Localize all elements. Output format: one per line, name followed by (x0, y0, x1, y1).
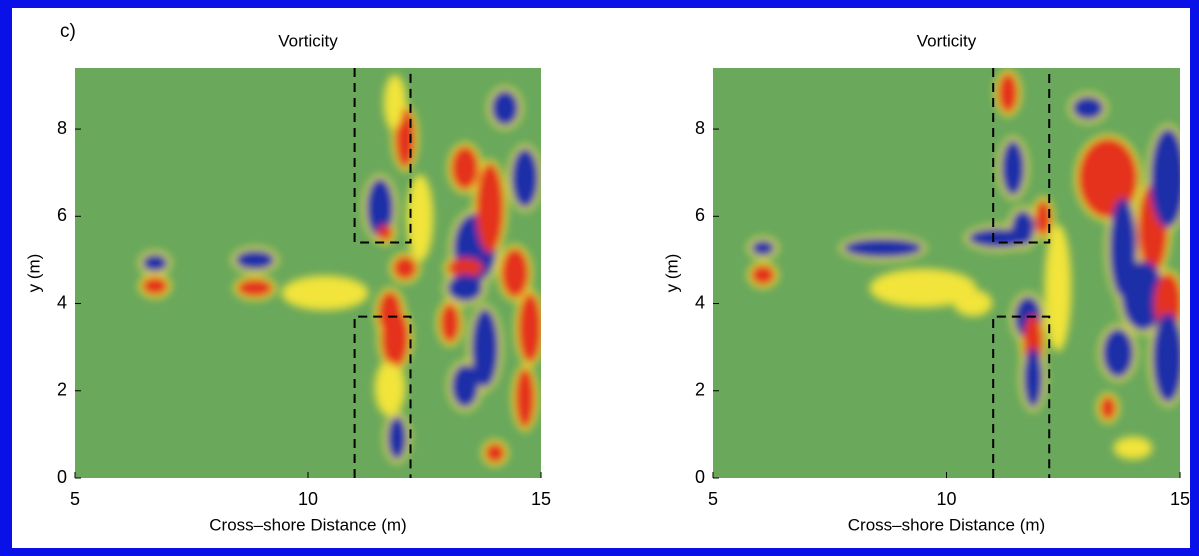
y-tick-label: 8 (57, 118, 67, 138)
x-tick-label: 5 (70, 489, 80, 509)
vortex (485, 443, 505, 463)
vortex (1100, 396, 1116, 420)
dashed-box (992, 68, 1051, 244)
vortex (451, 364, 479, 408)
vortex (447, 274, 483, 302)
y-tick-label: 2 (57, 380, 67, 400)
vortex (1121, 261, 1165, 331)
vortex (957, 293, 989, 313)
x-tick-label: 10 (936, 489, 956, 509)
vortex (471, 308, 499, 388)
vortex (491, 90, 519, 126)
vortex (285, 279, 365, 307)
vortex (1150, 128, 1180, 228)
chart-title: Vorticity (917, 31, 977, 50)
vortex (393, 256, 417, 280)
vortex (515, 368, 535, 428)
vortex (511, 148, 539, 208)
dashed-box (992, 315, 1051, 478)
vortex (381, 308, 409, 368)
vortex (1011, 210, 1035, 246)
vortex (1001, 140, 1025, 196)
y-axis-label: y (m) (662, 254, 681, 293)
y-tick-label: 0 (695, 467, 705, 487)
vortex (1023, 348, 1043, 408)
vortex (476, 163, 504, 253)
vortex (410, 178, 430, 258)
vortex (1035, 200, 1051, 236)
y-tick-label: 4 (57, 292, 67, 312)
vortex (751, 240, 775, 256)
dashed-box (353, 68, 412, 244)
vortex (387, 78, 403, 128)
vortex (1152, 313, 1180, 403)
x-axis-label: Cross–shore Distance (m) (848, 515, 1045, 534)
vortex (440, 303, 460, 343)
vortex (237, 279, 273, 297)
y-tick-label: 0 (57, 467, 67, 487)
vortex (751, 265, 775, 285)
x-tick-label: 15 (1170, 489, 1190, 509)
vortex (142, 254, 168, 272)
y-tick-label: 4 (695, 292, 705, 312)
vortex (1072, 96, 1104, 120)
vortex (518, 293, 541, 363)
y-tick-label: 2 (695, 380, 705, 400)
panel-label: c) (60, 21, 76, 42)
chart-title: Vorticity (278, 31, 338, 50)
vortex (366, 178, 394, 238)
y-tick-label: 6 (695, 205, 705, 225)
vortex (1048, 228, 1068, 348)
dashed-box (353, 315, 412, 478)
vortex (998, 73, 1018, 113)
vortex (501, 248, 529, 298)
vortex (447, 258, 483, 278)
vortex (873, 272, 973, 304)
vortex (1117, 440, 1149, 456)
y-axis-label: y (m) (24, 254, 43, 293)
y-tick-label: 8 (695, 118, 705, 138)
x-tick-label: 5 (708, 489, 718, 509)
x-tick-label: 15 (531, 489, 551, 509)
vortex (843, 238, 923, 258)
vorticity-blobs (747, 69, 1180, 460)
y-tick-label: 6 (57, 205, 67, 225)
vortex (235, 250, 275, 270)
vortex (387, 416, 407, 460)
vorticity-blobs (138, 74, 541, 467)
vortex (451, 146, 479, 190)
x-axis-label: Cross–shore Distance (m) (209, 515, 406, 534)
vortex (1102, 328, 1134, 378)
vortex (142, 277, 168, 295)
field-image (75, 68, 541, 478)
x-tick-label: 10 (298, 489, 318, 509)
field-image (713, 68, 1180, 478)
vortex (377, 225, 393, 241)
vortex (378, 363, 402, 413)
